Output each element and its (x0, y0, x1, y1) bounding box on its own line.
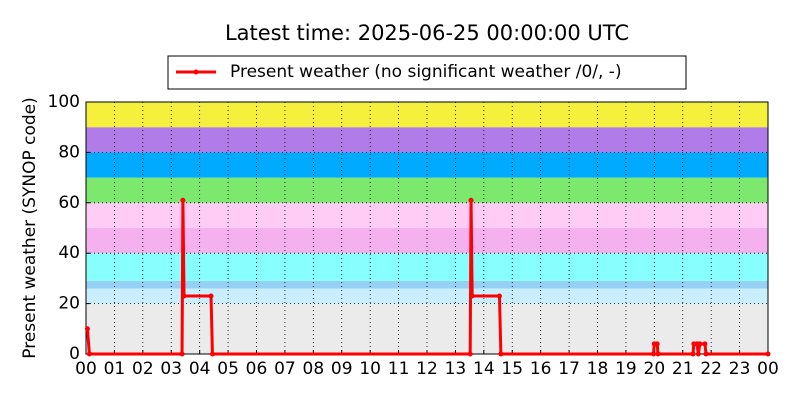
chart-title: Latest time: 2025-06-25 00:00:00 UTC (225, 21, 629, 45)
data-point (496, 293, 502, 299)
y-tick-label: 60 (58, 193, 80, 213)
x-tick-label: 09 (331, 359, 353, 379)
x-tick-label: 15 (501, 359, 523, 379)
y-tick-label: 40 (58, 243, 80, 263)
data-point (209, 351, 215, 357)
y-axis-label: Present weather (SYNOP code) (20, 97, 40, 358)
x-tick-label: 06 (246, 359, 268, 379)
x-tick-label: 20 (644, 359, 666, 379)
data-point (650, 351, 656, 357)
background-band (86, 228, 768, 254)
background-band (86, 288, 768, 304)
x-tick-label: 16 (530, 359, 552, 379)
data-point (690, 351, 696, 357)
data-point (208, 293, 214, 299)
x-tick-label: 02 (132, 359, 154, 379)
data-point (180, 197, 186, 203)
data-point (695, 351, 701, 357)
x-tick-label: 18 (587, 359, 609, 379)
data-point (179, 351, 185, 357)
x-tick-label: 10 (359, 359, 381, 379)
data-point (765, 351, 771, 357)
background-band (86, 280, 768, 289)
data-point (468, 197, 474, 203)
data-point (467, 351, 473, 357)
x-tick-label: 00 (757, 359, 779, 379)
data-point (697, 341, 703, 347)
x-tick-label: 00 (75, 359, 97, 379)
x-tick-label: 08 (303, 359, 325, 379)
x-tick-label: 11 (388, 359, 410, 379)
x-tick-label: 19 (615, 359, 637, 379)
legend-marker (193, 69, 199, 75)
data-point (655, 351, 661, 357)
legend-label: Present weather (no significant weather … (230, 62, 622, 82)
background-band (86, 253, 768, 281)
data-point (702, 341, 708, 347)
x-tick-label: 17 (558, 359, 580, 379)
data-point (84, 326, 90, 332)
y-tick-label: 80 (58, 142, 80, 162)
y-tick-label: 0 (69, 344, 80, 364)
x-tick-label: 12 (416, 359, 438, 379)
data-point (86, 351, 92, 357)
x-tick-label: 21 (672, 359, 694, 379)
y-tick-label: 20 (58, 294, 80, 314)
x-tick-label: 13 (445, 359, 467, 379)
x-tick-label: 04 (189, 359, 211, 379)
data-point (181, 293, 187, 299)
background-band (86, 127, 768, 153)
data-point (469, 293, 475, 299)
data-point (654, 341, 660, 347)
legend-box (167, 55, 687, 90)
x-tick-label: 14 (473, 359, 495, 379)
x-tick-label: 22 (700, 359, 722, 379)
x-tick-label: 07 (274, 359, 296, 379)
background-band (86, 152, 768, 178)
x-tick-label: 05 (217, 359, 239, 379)
data-point (703, 351, 709, 357)
data-point (498, 351, 504, 357)
x-tick-label: 23 (729, 359, 751, 379)
y-tick-label: 100 (48, 92, 80, 112)
x-tick-label: 01 (104, 359, 126, 379)
x-tick-label: 03 (160, 359, 182, 379)
